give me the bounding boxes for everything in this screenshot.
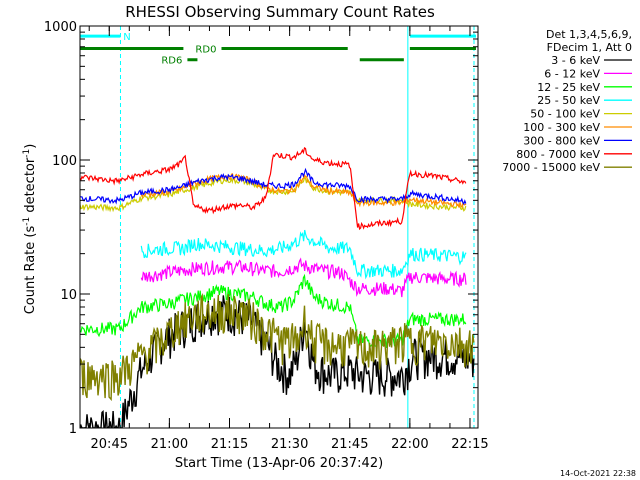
x-tick-label-5: 22:00 bbox=[391, 437, 428, 452]
y-tick-label-1: 10 bbox=[60, 288, 77, 303]
series-line-7 bbox=[80, 146, 467, 231]
legend-label-7: 800 - 7000 keV bbox=[516, 148, 600, 161]
y-tick-label-0: 1 bbox=[69, 422, 77, 437]
y-axis-label: Count Rate (s-1 detector-1) bbox=[22, 144, 38, 315]
y-tick-label-3: 1000 bbox=[44, 20, 77, 35]
series-line-6 bbox=[80, 167, 467, 206]
legend-header-1: FDecim 1, Att 0 bbox=[547, 41, 632, 54]
flag-label-2: RD6 bbox=[161, 56, 182, 67]
x-axis-label: Start Time (13-Apr-06 20:37:42) bbox=[175, 456, 383, 471]
legend-label-2: 12 - 25 keV bbox=[537, 81, 600, 94]
axes-frame bbox=[79, 25, 479, 429]
x-tick-label-4: 21:45 bbox=[331, 437, 368, 452]
series-line-8 bbox=[80, 292, 475, 402]
y-tick-label-2: 100 bbox=[52, 154, 77, 169]
generated-timestamp: 14-Oct-2021 22:38 bbox=[560, 469, 636, 478]
series-line-5 bbox=[140, 173, 467, 209]
plot-area: N RD0 RD6 1 10 100 1000 20:45 21:00 21:15 21:30 21:… bbox=[44, 20, 489, 452]
series-line-1 bbox=[140, 257, 467, 298]
series-group bbox=[80, 26, 476, 428]
legend-label-6: 300 - 800 keV bbox=[523, 134, 600, 147]
x-tick-label-3: 21:30 bbox=[271, 437, 308, 452]
flag-label-1: RD0 bbox=[195, 44, 216, 55]
series-line-3 bbox=[140, 229, 467, 280]
x-tick-label-2: 21:15 bbox=[211, 437, 248, 452]
x-tick-label-0: 20:45 bbox=[91, 437, 128, 452]
legend: Det 1,3,4,5,6,9,FDecim 1, Att 03 - 6 keV… bbox=[502, 28, 632, 174]
legend-label-3: 25 - 50 keV bbox=[537, 94, 600, 107]
legend-label-5: 100 - 300 keV bbox=[523, 121, 600, 134]
legend-label-8: 7000 - 15000 keV bbox=[502, 161, 600, 174]
flag-label-0: N bbox=[123, 32, 130, 43]
legend-label-1: 6 - 12 keV bbox=[544, 67, 600, 80]
x-tick-label-1: 21:00 bbox=[151, 437, 188, 452]
legend-header-0: Det 1,3,4,5,6,9, bbox=[546, 28, 632, 41]
chart-title: RHESSI Observing Summary Count Rates bbox=[125, 3, 435, 21]
legend-label-0: 3 - 6 keV bbox=[551, 54, 600, 67]
legend-label-4: 50 - 100 keV bbox=[530, 108, 600, 121]
x-tick-label-6: 22:15 bbox=[451, 437, 488, 452]
